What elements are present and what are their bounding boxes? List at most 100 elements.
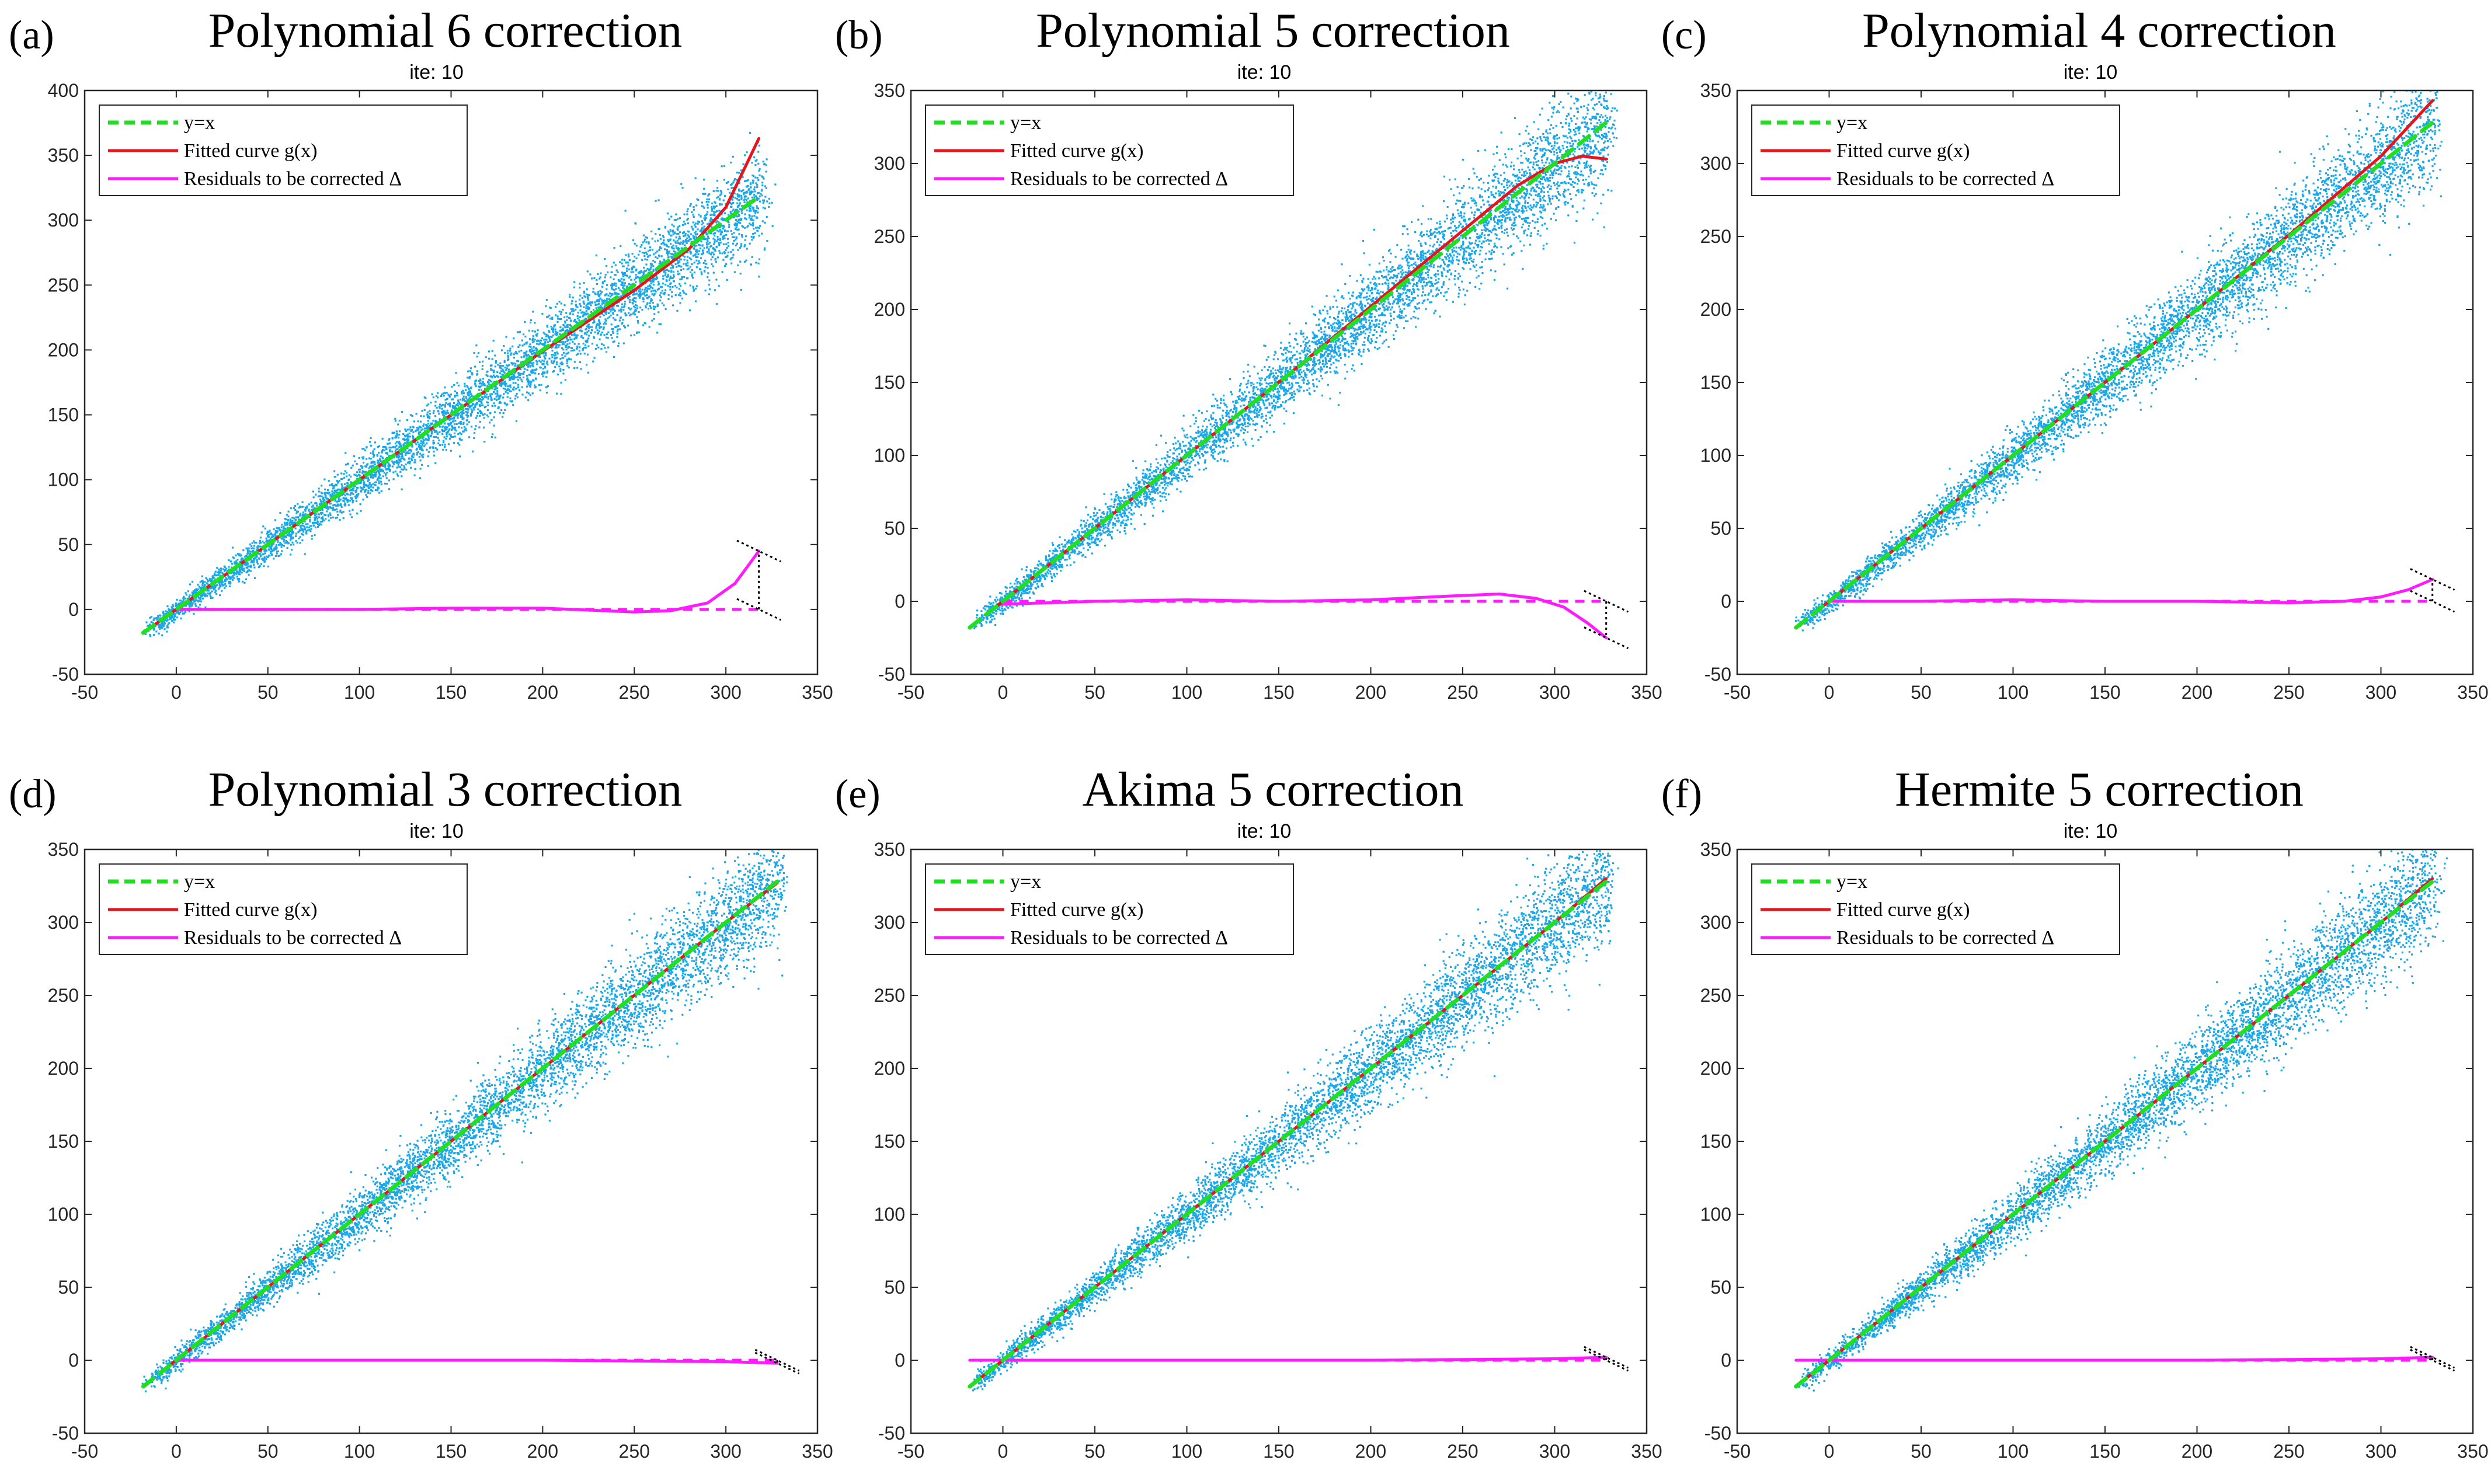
scatter-point — [601, 313, 603, 315]
scatter-point — [577, 343, 580, 345]
scatter-point — [453, 416, 455, 419]
scatter-point — [745, 235, 747, 238]
scatter-point — [298, 530, 301, 532]
scatter-point — [161, 622, 163, 624]
scatter-point — [388, 488, 391, 490]
scatter-point — [291, 531, 293, 533]
scatter-point — [512, 404, 514, 406]
scatter-point — [673, 250, 675, 252]
scatter-point — [509, 350, 512, 352]
scatter-point — [433, 436, 435, 438]
scatter-point — [559, 333, 561, 335]
scatter-point — [173, 615, 176, 618]
scatter-point — [710, 214, 713, 216]
scatter-point — [402, 433, 405, 435]
scatter-point — [455, 423, 458, 425]
scatter-point — [534, 372, 536, 375]
scatter-point — [490, 381, 493, 383]
scatter-point — [425, 424, 427, 426]
scatter-point — [473, 437, 475, 440]
scatter-point — [386, 472, 388, 474]
scatter-point — [714, 201, 716, 203]
scatter-point — [740, 288, 742, 291]
scatter-point — [616, 314, 618, 316]
scatter-point — [352, 501, 354, 504]
scatter-point — [627, 255, 629, 257]
scatter-point — [642, 300, 645, 302]
scatter-point — [457, 402, 459, 405]
scatter-point — [712, 265, 714, 267]
scatter-point — [719, 233, 722, 235]
scatter-point — [174, 618, 176, 621]
scatter-point — [754, 176, 757, 179]
scatter-point — [325, 492, 327, 494]
scatter-point — [528, 385, 531, 387]
scatter-point — [531, 350, 534, 353]
scatter-point — [289, 539, 291, 541]
scatter-point — [259, 540, 261, 542]
scatter-point — [683, 213, 686, 215]
scatter-point — [502, 382, 505, 384]
scatter-point — [328, 480, 330, 482]
scatter-point — [468, 398, 470, 400]
scatter-point — [595, 327, 597, 329]
scatter-point — [627, 262, 629, 264]
scatter-point — [422, 450, 424, 452]
scatter-point — [169, 618, 171, 620]
scatter-point — [735, 219, 737, 221]
scatter-point — [483, 406, 486, 409]
scatter-point — [642, 241, 644, 243]
scatter-point — [262, 558, 265, 560]
scatter-point — [692, 221, 694, 224]
scatter-point — [604, 321, 606, 323]
scatter-point — [369, 465, 371, 468]
scatter-point — [622, 309, 625, 311]
scatter-point — [445, 402, 447, 404]
scatter-point — [324, 488, 326, 490]
scatter-point — [431, 422, 434, 424]
scatter-point — [660, 255, 663, 257]
scatter-point — [339, 511, 342, 513]
scatter-point — [228, 581, 230, 583]
scatter-point — [494, 392, 497, 395]
scatter-point — [572, 349, 574, 351]
scatter-point — [604, 294, 606, 297]
scatter-point — [573, 367, 576, 370]
scatter-point — [412, 437, 415, 439]
scatter-point — [350, 497, 352, 499]
scatter-point — [757, 191, 760, 194]
scatter-point — [509, 397, 512, 399]
scatter-point — [738, 194, 740, 196]
scatter-point — [316, 504, 318, 507]
scatter-point — [587, 295, 589, 298]
scatter-point — [672, 233, 674, 235]
scatter-point — [414, 461, 416, 464]
scatter-point — [618, 293, 620, 295]
scatter-point — [356, 494, 358, 496]
scatter-point — [483, 441, 486, 443]
scatter-point — [588, 294, 590, 296]
scatter-point — [725, 234, 728, 236]
scatter-point — [683, 259, 686, 261]
scatter-point — [450, 398, 453, 400]
scatter-point — [667, 273, 669, 276]
scatter-point — [675, 236, 677, 239]
scatter-point — [211, 575, 214, 578]
scatter-point — [578, 350, 580, 352]
scatter-point — [611, 287, 613, 289]
scatter-point — [607, 271, 609, 274]
scatter-point — [559, 313, 562, 315]
scatter-point — [697, 263, 699, 265]
scatter-point — [590, 329, 593, 331]
scatter-point — [715, 261, 717, 263]
scatter-point — [413, 474, 416, 476]
scatter-point — [396, 441, 398, 443]
scatter-point — [656, 257, 659, 259]
scatter-point — [732, 187, 735, 189]
scatter-point — [319, 521, 322, 523]
scatter-point — [471, 412, 473, 414]
scatter-point — [638, 270, 641, 273]
scatter-point — [291, 549, 293, 551]
scatter-point — [166, 630, 168, 633]
scatter-point — [668, 233, 670, 235]
